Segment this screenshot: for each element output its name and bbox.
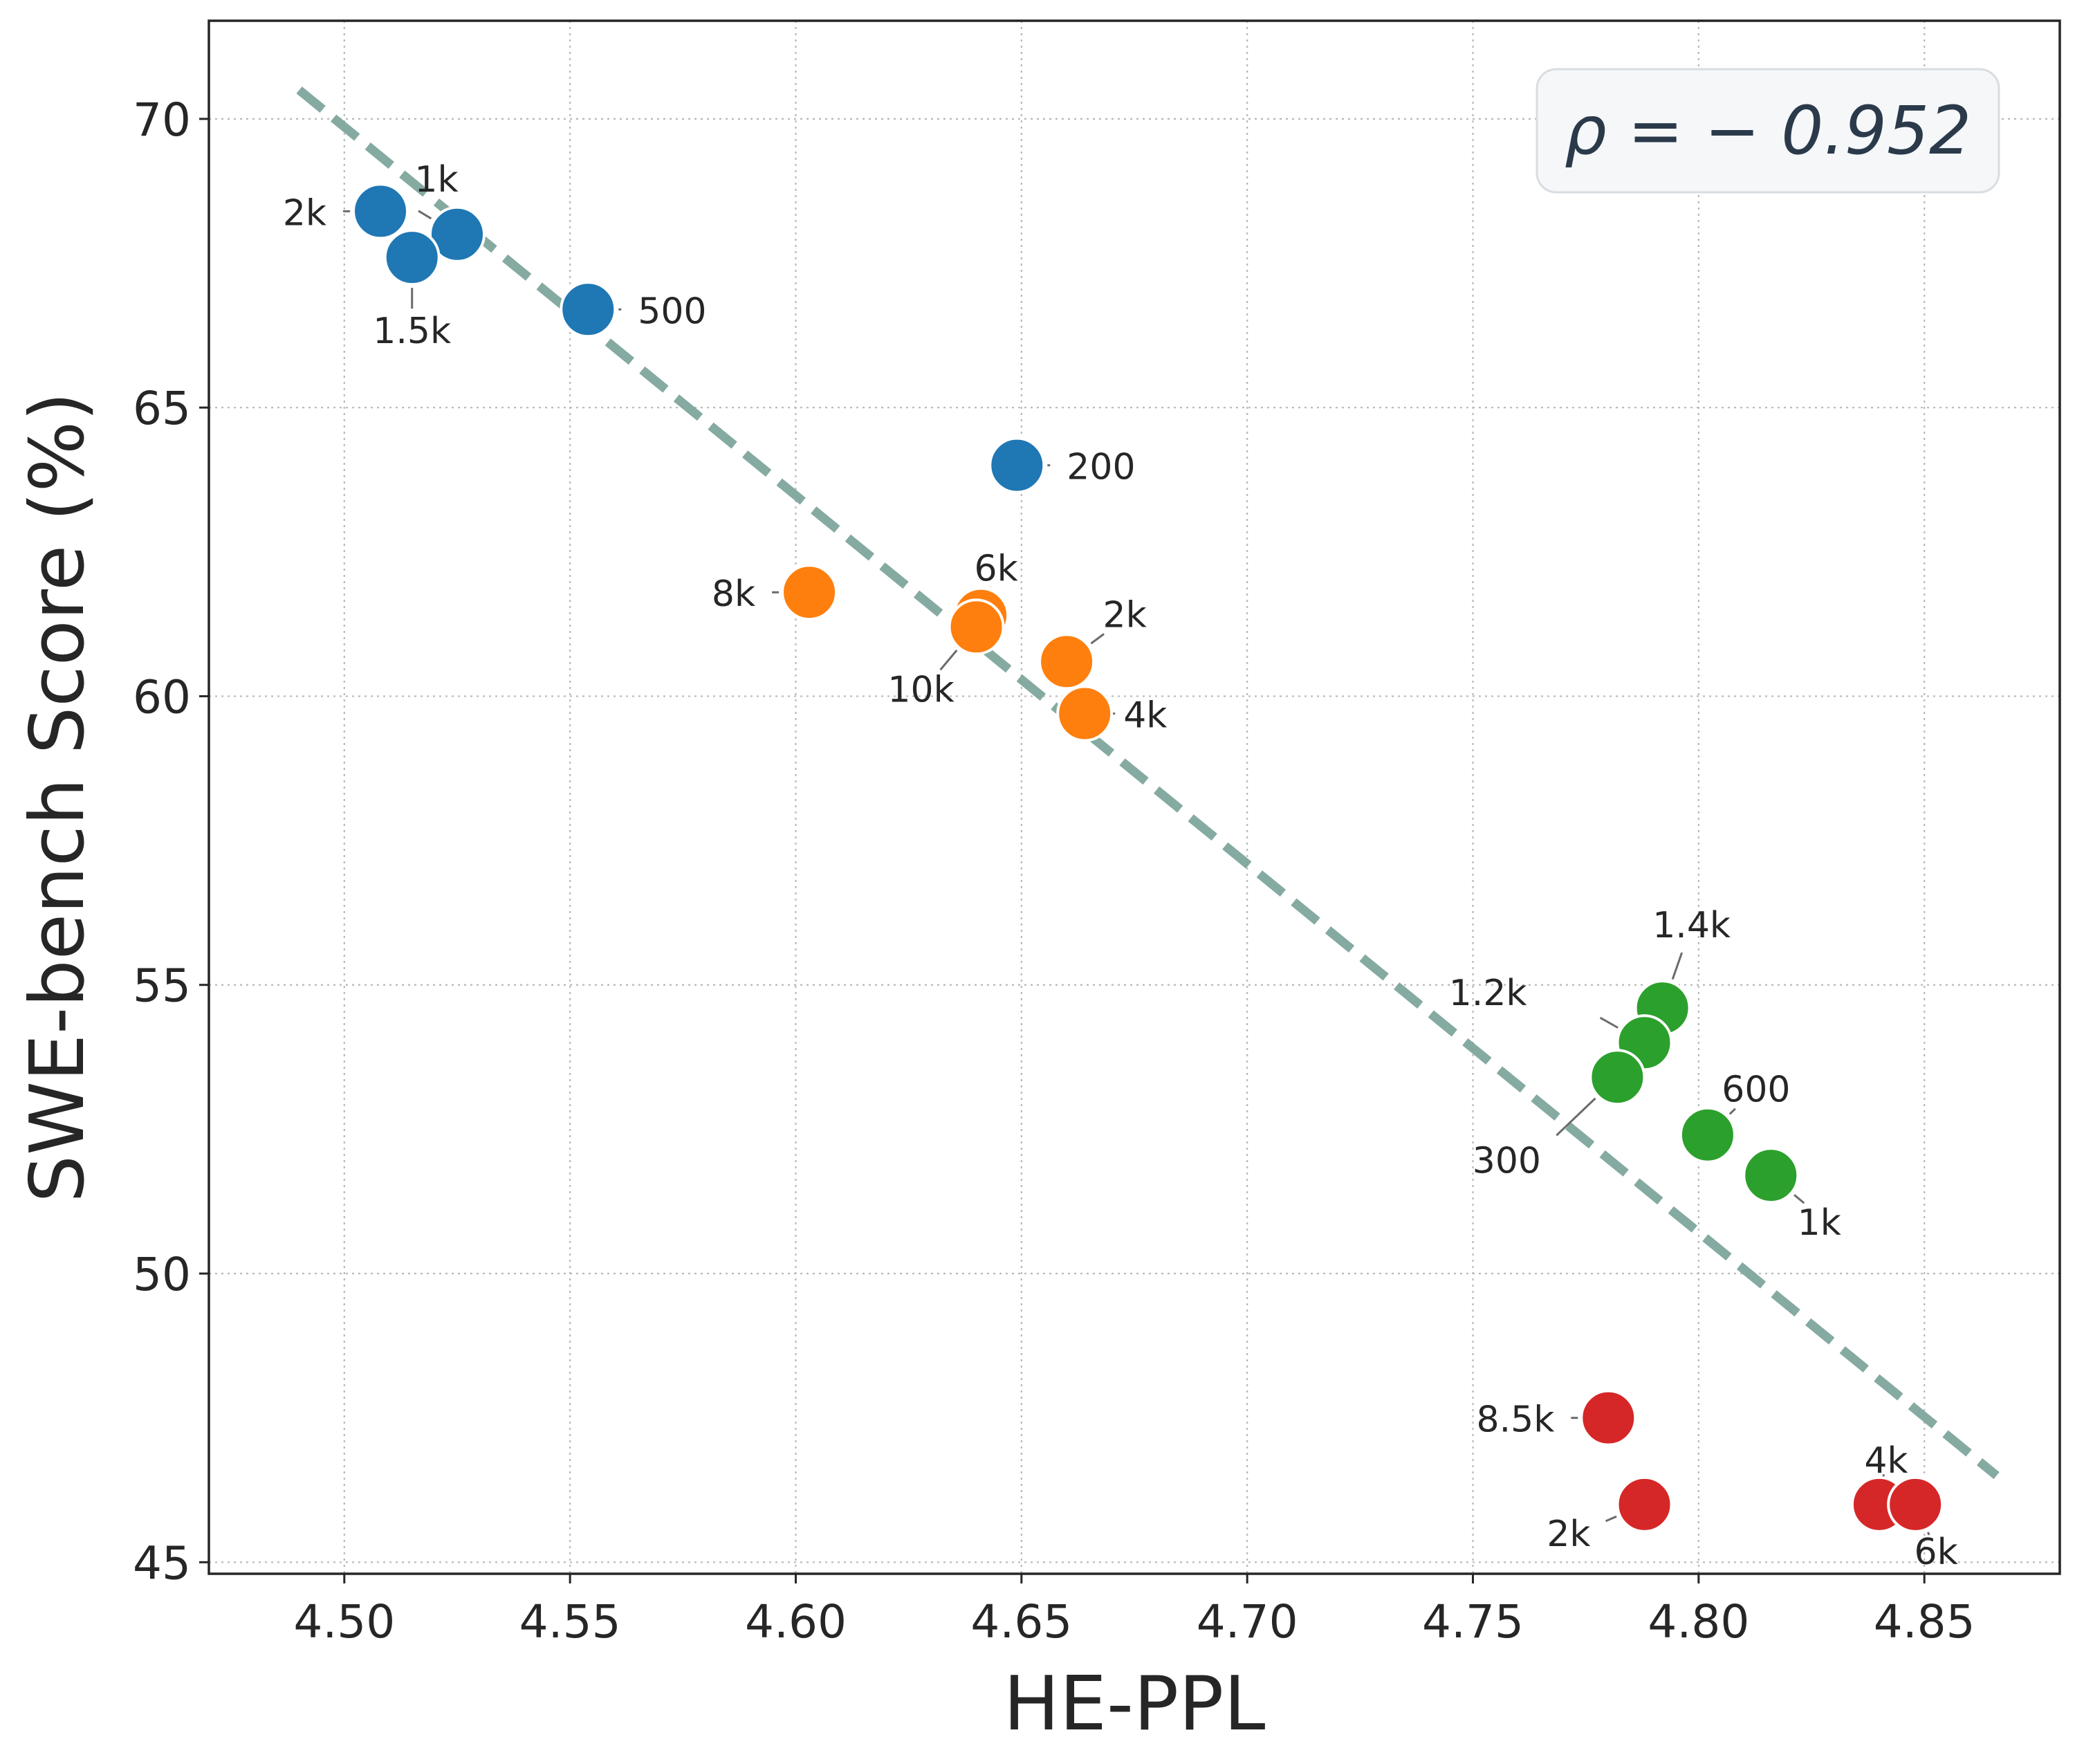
data-point-blue <box>428 205 486 263</box>
point-label: 4k <box>1123 695 1167 736</box>
point-label: 8.5k <box>1477 1399 1555 1441</box>
label-leader <box>939 650 958 671</box>
point-label: 1.2k <box>1449 973 1527 1014</box>
label-leader <box>1671 952 1684 980</box>
x-tick-label: 4.65 <box>970 1595 1072 1648</box>
x-tick-label: 4.70 <box>1197 1595 1298 1648</box>
point-label: 2k <box>1103 594 1146 636</box>
point-label: 2k <box>283 192 326 234</box>
correlation-value: ρ = − 0.952 <box>1565 92 1971 169</box>
label-leader <box>418 210 432 220</box>
plot-frame <box>208 19 2061 1575</box>
x-tick-label: 4.85 <box>1874 1595 1975 1648</box>
label-leader <box>1599 1016 1618 1029</box>
annotation-box <box>1536 68 2000 194</box>
data-points <box>352 183 1944 1533</box>
point-labels: 2k 1k 1.5k 500 200 8k 6k 10k 2k 4k 1.4k 1.2k 300 600 1… <box>283 159 1958 1573</box>
point-label: 1.5k <box>373 311 451 352</box>
data-point-red <box>1616 1476 1673 1533</box>
label-leader <box>1728 1108 1736 1115</box>
point-label: 300 <box>1473 1140 1541 1182</box>
label-leader <box>1605 1515 1617 1523</box>
x-axis-label: HE-PPL <box>1004 1661 1266 1747</box>
y-tick-label: 70 <box>133 93 191 147</box>
point-label: 1k <box>1798 1202 1841 1244</box>
y-tick-label: 60 <box>133 670 191 724</box>
x-tick-label: 4.75 <box>1422 1595 1524 1648</box>
point-label: 6k <box>1915 1532 1958 1573</box>
label-leader <box>1556 1097 1596 1137</box>
label-leader <box>1793 1194 1805 1204</box>
label-leader <box>1926 1532 1930 1536</box>
y-axis-label: SWE-bench Score (%) <box>15 392 101 1203</box>
data-point-orange <box>1038 633 1096 690</box>
y-tick-label: 55 <box>133 959 191 1013</box>
correlation-annotation: ρ = − 0.952 <box>1536 68 2000 194</box>
point-label: 8k <box>712 573 755 615</box>
point-label: 500 <box>638 291 706 332</box>
x-tick-label: 4.55 <box>519 1595 621 1648</box>
data-point-blue <box>988 437 1046 494</box>
axis-ticks: 4.50 4.55 4.60 4.65 4.70 4.75 4.80 4.85 45 50 55 60… <box>133 93 1975 1648</box>
x-tick-label: 4.80 <box>1648 1595 1749 1648</box>
label-leader-lines <box>343 210 1930 1536</box>
x-tick-label: 4.50 <box>293 1595 395 1648</box>
data-point-red <box>1580 1389 1637 1446</box>
point-label: 10k <box>887 669 954 710</box>
label-leader <box>1882 1474 1885 1478</box>
data-point-blue <box>560 281 617 338</box>
data-point-orange <box>781 564 838 621</box>
data-point-green <box>1589 1049 1646 1106</box>
point-label: 600 <box>1722 1069 1790 1111</box>
data-point-blue <box>383 229 441 286</box>
point-label: 1.4k <box>1652 905 1731 946</box>
point-label: 4k <box>1864 1440 1908 1482</box>
data-point-blue <box>352 183 409 240</box>
y-tick-label: 50 <box>133 1248 191 1301</box>
x-tick-label: 4.60 <box>745 1595 847 1648</box>
y-tick-label: 45 <box>133 1536 191 1590</box>
data-point-green <box>1679 1106 1736 1164</box>
point-label: 200 <box>1067 447 1135 488</box>
data-point-orange <box>1056 685 1114 742</box>
point-label: 6k <box>974 549 1017 590</box>
label-leader <box>1090 633 1105 645</box>
data-point-red <box>1887 1476 1944 1533</box>
data-point-green <box>1742 1147 1800 1204</box>
point-label: 2k <box>1547 1514 1590 1555</box>
data-point-orange <box>948 598 1005 656</box>
point-label: 1k <box>414 159 458 201</box>
y-tick-label: 65 <box>133 382 191 435</box>
